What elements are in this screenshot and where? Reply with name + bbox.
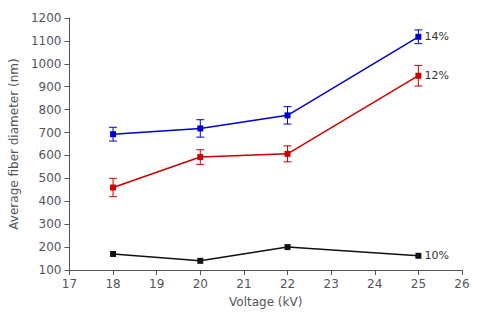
svg-text:17: 17 bbox=[62, 277, 77, 291]
svg-text:10%: 10% bbox=[424, 249, 448, 262]
svg-text:19: 19 bbox=[149, 277, 164, 291]
svg-text:24: 24 bbox=[367, 277, 382, 291]
svg-text:21: 21 bbox=[236, 277, 251, 291]
svg-text:800: 800 bbox=[39, 103, 62, 117]
svg-text:600: 600 bbox=[39, 148, 62, 162]
svg-text:26: 26 bbox=[454, 277, 469, 291]
svg-text:1000: 1000 bbox=[31, 57, 62, 71]
svg-text:25: 25 bbox=[411, 277, 426, 291]
svg-text:900: 900 bbox=[39, 80, 62, 94]
svg-text:400: 400 bbox=[39, 194, 62, 208]
svg-text:500: 500 bbox=[39, 171, 62, 185]
svg-text:Voltage (kV): Voltage (kV) bbox=[229, 295, 302, 309]
svg-text:20: 20 bbox=[193, 277, 208, 291]
svg-text:22: 22 bbox=[280, 277, 295, 291]
svg-text:700: 700 bbox=[39, 126, 62, 140]
svg-text:300: 300 bbox=[39, 217, 62, 231]
svg-text:200: 200 bbox=[39, 240, 62, 254]
svg-text:1200: 1200 bbox=[31, 11, 62, 25]
svg-text:12%: 12% bbox=[424, 69, 448, 82]
svg-text:18: 18 bbox=[105, 277, 120, 291]
svg-text:14%: 14% bbox=[424, 30, 448, 43]
svg-text:1100: 1100 bbox=[31, 34, 62, 48]
svg-text:23: 23 bbox=[324, 277, 339, 291]
svg-text:100: 100 bbox=[39, 263, 62, 277]
svg-text:Average fiber diameter (nm): Average fiber diameter (nm) bbox=[7, 58, 21, 229]
